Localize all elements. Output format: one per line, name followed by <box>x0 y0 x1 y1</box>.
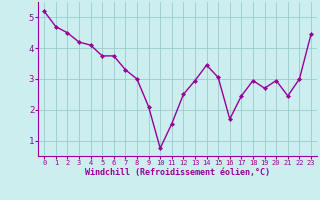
X-axis label: Windchill (Refroidissement éolien,°C): Windchill (Refroidissement éolien,°C) <box>85 168 270 177</box>
